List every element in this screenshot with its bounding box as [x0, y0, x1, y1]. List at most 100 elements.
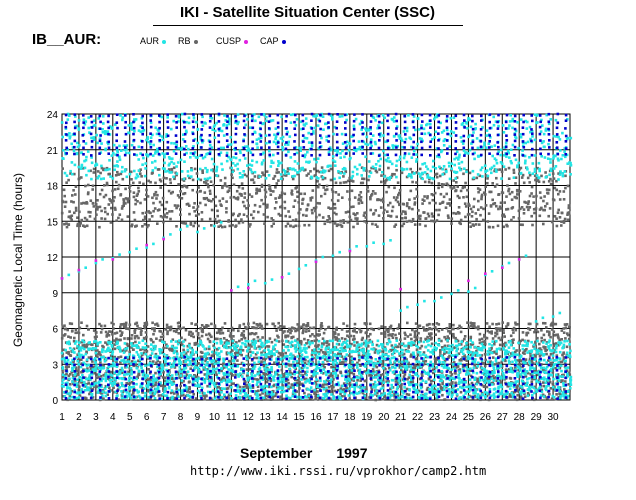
rb-point: [279, 195, 283, 199]
aur-point: [303, 355, 307, 359]
rb-point: [563, 365, 567, 368]
rb-point: [482, 343, 485, 347]
rb-point: [405, 358, 408, 361]
rb-point: [455, 366, 458, 369]
aur-point: [61, 378, 65, 382]
rb-point: [489, 375, 493, 379]
rb-point: [236, 197, 240, 201]
aur-point: [107, 365, 110, 368]
rb-point: [531, 377, 534, 381]
rb-point: [411, 217, 415, 221]
rb-point: [112, 386, 115, 389]
aur-point: [305, 373, 308, 377]
aur-point: [63, 390, 66, 394]
aur-point: [249, 397, 253, 400]
rb-point: [533, 330, 536, 334]
aur-point: [133, 344, 136, 347]
rb-point: [270, 217, 273, 220]
aur-point: [85, 370, 89, 373]
rb-point: [404, 212, 407, 216]
rb-point: [418, 223, 422, 226]
aur-point: [338, 350, 342, 353]
aur-point: [256, 380, 259, 384]
rb-point: [188, 176, 191, 180]
rb-point: [144, 211, 148, 214]
rb-point: [270, 355, 273, 358]
aur-point: [110, 364, 114, 368]
aur-point: [194, 362, 197, 365]
aur-point: [125, 396, 129, 399]
aur-point: [265, 385, 269, 388]
rb-point: [173, 392, 176, 395]
aur-point: [162, 353, 166, 356]
rb-point: [430, 212, 434, 215]
rb-point: [74, 328, 78, 332]
aur-point: [263, 384, 267, 388]
aur-point: [313, 388, 317, 392]
aur-point: [170, 345, 174, 348]
rb-point: [204, 182, 208, 185]
aur-point: [65, 387, 69, 390]
rb-point: [369, 332, 372, 336]
rb-point: [490, 330, 493, 333]
rb-point: [65, 372, 68, 376]
rb-point: [119, 325, 122, 329]
aur-point: [103, 387, 107, 391]
rb-point: [305, 208, 308, 212]
rb-point: [503, 335, 506, 338]
rb-point: [152, 332, 155, 336]
aur-point: [388, 368, 392, 372]
aur-point: [109, 381, 112, 385]
rb-point: [153, 193, 156, 197]
rb-point: [156, 390, 159, 394]
rb-point: [358, 327, 361, 331]
rb-point: [143, 215, 147, 219]
rb-point: [448, 198, 452, 201]
rb-point: [132, 195, 136, 199]
rb-point: [562, 331, 566, 334]
rb-point: [421, 374, 424, 377]
rb-point: [71, 194, 74, 197]
rb-point: [400, 171, 404, 175]
rb-point: [279, 353, 283, 357]
rb-point: [356, 379, 359, 382]
rb-point: [450, 222, 453, 225]
aur-point: [239, 350, 242, 353]
rb-point: [300, 325, 303, 329]
rb-point: [155, 197, 158, 200]
rb-point: [189, 351, 193, 354]
rb-point: [197, 224, 200, 228]
rb-point: [107, 334, 111, 337]
aur-point: [292, 360, 295, 364]
aur-point: [253, 361, 256, 365]
rb-point: [395, 168, 398, 172]
rb-point: [287, 387, 290, 391]
rb-point: [413, 366, 417, 369]
rb-point: [560, 211, 564, 215]
rb-point: [543, 208, 546, 212]
rb-point: [517, 368, 520, 372]
aur-point: [120, 366, 124, 370]
rb-point: [165, 177, 168, 180]
rb-point: [396, 181, 400, 184]
rb-point: [178, 196, 181, 199]
rb-point: [216, 347, 219, 351]
rb-point: [495, 176, 498, 180]
aur-point: [83, 347, 86, 351]
rb-point: [430, 336, 433, 340]
rb-point: [78, 224, 82, 228]
aur-point: [136, 353, 140, 356]
aur-point: [168, 378, 171, 382]
rb-point: [342, 221, 346, 224]
rb-point: [133, 336, 137, 340]
aur-point: [101, 367, 105, 370]
aur-point: [161, 393, 165, 396]
rb-point: [128, 350, 131, 354]
rb-point: [566, 213, 569, 216]
rb-point: [391, 336, 395, 339]
rb-point: [238, 212, 241, 216]
rb-point: [270, 370, 273, 373]
rb-point: [536, 373, 539, 376]
rb-point: [514, 366, 517, 370]
rb-point: [452, 185, 456, 188]
